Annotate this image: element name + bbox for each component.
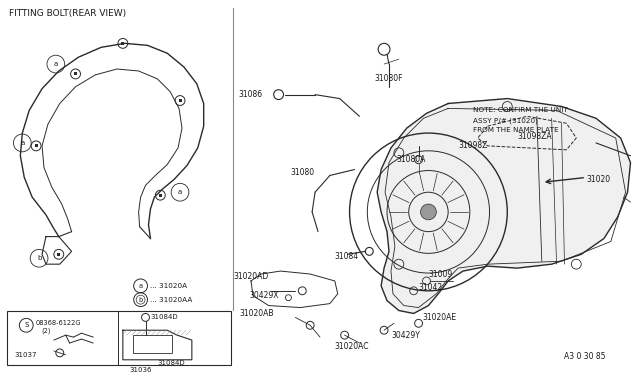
- Text: ... 31020A: ... 31020A: [150, 283, 188, 289]
- Text: a: a: [138, 283, 143, 289]
- Text: 31020AB: 31020AB: [239, 309, 274, 318]
- Text: 31080: 31080: [291, 168, 314, 177]
- Text: a: a: [54, 61, 58, 67]
- Text: b: b: [138, 296, 143, 303]
- Bar: [57, 253, 60, 256]
- Text: 31098Z: 31098Z: [458, 141, 488, 150]
- Text: 31020AD: 31020AD: [233, 272, 269, 280]
- Polygon shape: [377, 99, 630, 314]
- Text: 30429X: 30429X: [249, 291, 278, 300]
- Text: a: a: [20, 140, 24, 146]
- Bar: [74, 73, 77, 76]
- Text: 31020: 31020: [586, 175, 611, 184]
- Text: 31084D: 31084D: [150, 314, 178, 320]
- Text: 31020AE: 31020AE: [422, 313, 457, 322]
- Text: 31084D: 31084D: [157, 360, 185, 366]
- Text: ... 31020AA: ... 31020AA: [150, 296, 193, 303]
- Text: FITTING BOLT(REAR VIEW): FITTING BOLT(REAR VIEW): [10, 9, 127, 18]
- Text: A3 0 30 85: A3 0 30 85: [564, 352, 606, 361]
- Text: 30429Y: 30429Y: [391, 331, 420, 340]
- Text: 31098ZA: 31098ZA: [517, 132, 552, 141]
- Text: NOTE: CONFIRM THE UNIT: NOTE: CONFIRM THE UNIT: [473, 108, 568, 113]
- Text: FROM THE NAME PLATE: FROM THE NAME PLATE: [473, 127, 559, 133]
- Circle shape: [420, 204, 436, 220]
- Text: 31086: 31086: [238, 90, 262, 99]
- Text: 08368-6122G: 08368-6122G: [35, 320, 81, 326]
- Bar: [35, 144, 38, 147]
- Text: 31036: 31036: [130, 367, 152, 372]
- Text: 31080A: 31080A: [397, 155, 426, 164]
- Text: 31042: 31042: [419, 283, 443, 292]
- Text: b: b: [37, 255, 41, 261]
- Text: 31080F: 31080F: [374, 74, 403, 83]
- Bar: [179, 99, 182, 102]
- Text: 31020AC: 31020AC: [335, 343, 369, 352]
- Text: ASSY P/# (31020): ASSY P/# (31020): [473, 117, 538, 124]
- Text: 31037: 31037: [15, 352, 37, 358]
- Bar: [132, 335, 172, 353]
- Text: a: a: [178, 189, 182, 195]
- Text: S: S: [24, 322, 28, 328]
- Bar: [159, 194, 162, 197]
- Text: 31009: 31009: [428, 270, 452, 279]
- Bar: [122, 42, 124, 45]
- Bar: [6, 311, 231, 365]
- Text: 31084: 31084: [335, 252, 359, 261]
- Text: (2): (2): [41, 328, 51, 334]
